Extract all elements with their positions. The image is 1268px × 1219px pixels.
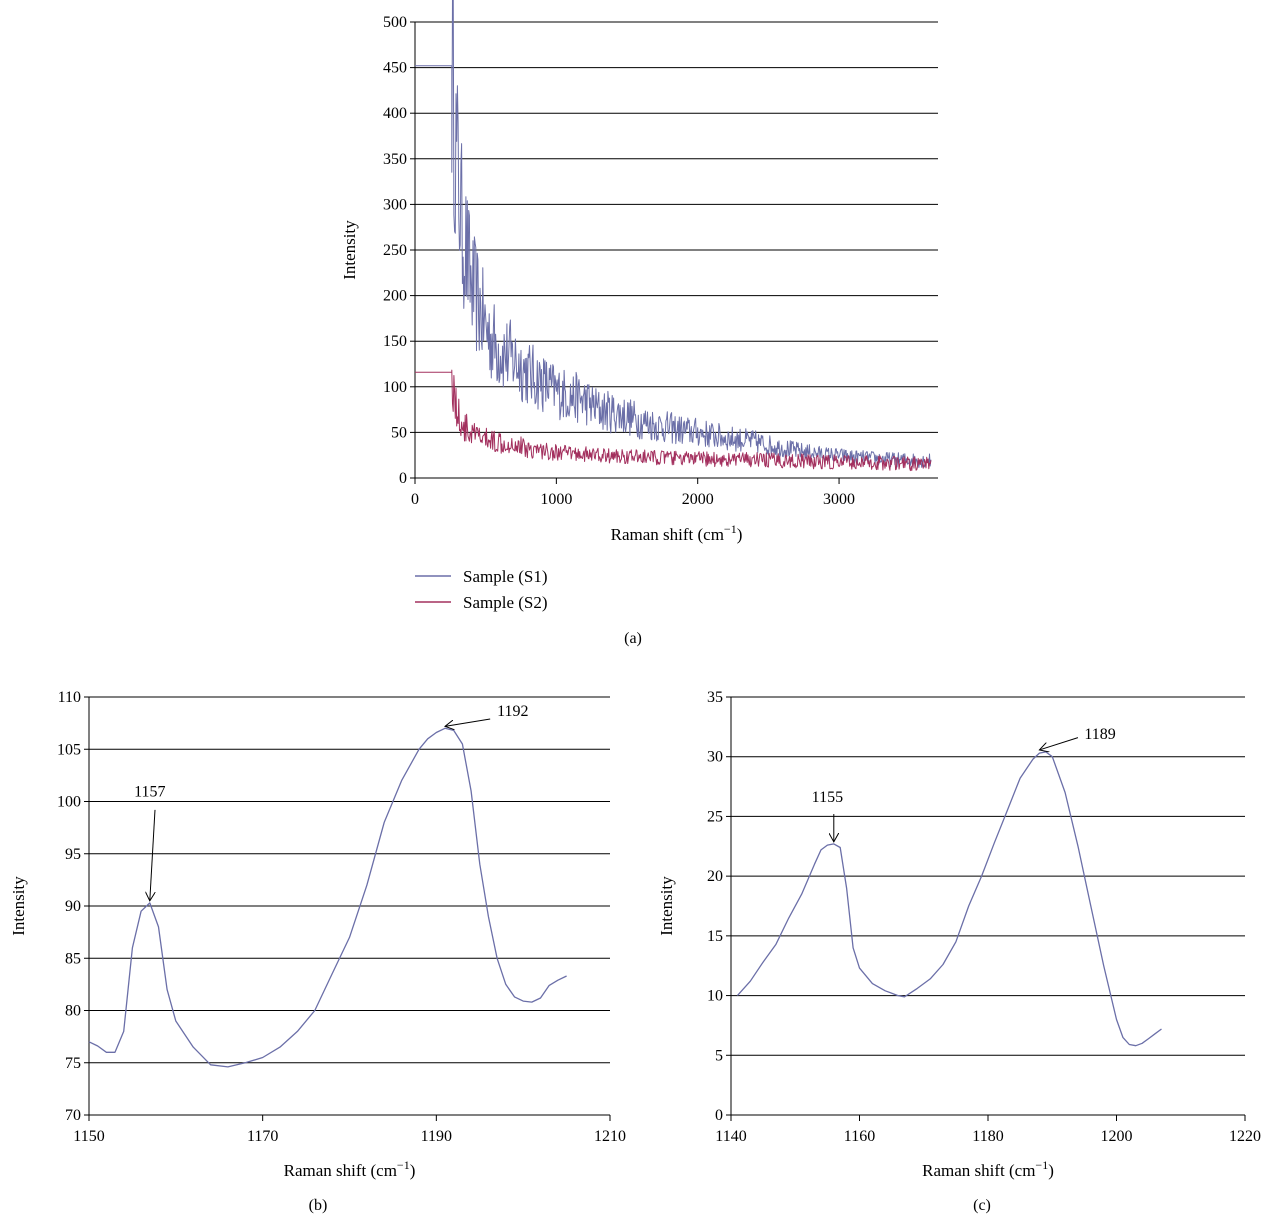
peak-annotation: 1189 — [1084, 726, 1115, 743]
x-axis-label: Raman shift (cm−1) — [611, 522, 743, 544]
x-tick-label: 1180 — [972, 1128, 1003, 1145]
y-tick-label: 90 — [65, 898, 81, 915]
x-tick-label: 1150 — [73, 1128, 104, 1145]
y-tick-label: 35 — [707, 689, 723, 706]
x-tick-label: 1140 — [715, 1128, 746, 1145]
series-line-1 — [736, 751, 1162, 1047]
y-tick-label: 30 — [707, 749, 723, 766]
legend-entry: Sample (S1) — [463, 567, 548, 586]
y-tick-label: 100 — [57, 794, 81, 811]
y-tick-label: 150 — [383, 333, 407, 350]
series-line-2 — [415, 369, 932, 472]
annotation-arrow — [150, 809, 156, 901]
series-line-1 — [415, 0, 932, 468]
y-axis-label: Intensity — [9, 876, 28, 936]
x-tick-label: 1200 — [1101, 1128, 1133, 1145]
x-tick-label: 1220 — [1229, 1128, 1261, 1145]
y-tick-label: 450 — [383, 60, 407, 77]
y-tick-label: 300 — [383, 196, 407, 213]
chart-panel-a: 0 50 100 150 200 250 300 350 400 450 500 0 1000 2000 3… — [340, 0, 938, 647]
y-axis-label: Intensity — [340, 220, 359, 280]
y-tick-label: 100 — [383, 379, 407, 396]
x-tick-label: 1190 — [421, 1128, 452, 1145]
y-tick-label: 350 — [383, 151, 407, 168]
y-tick-label: 5 — [715, 1047, 723, 1064]
y-tick-label: 500 — [383, 14, 407, 31]
y-tick-label: 80 — [65, 1003, 81, 1020]
chart-panel-b: 70 75 80 85 90 95 100 105 110 1150 1170 1190 1210 Ram… — [9, 689, 626, 1214]
y-tick-label: 0 — [715, 1107, 723, 1124]
x-tick-label: 0 — [411, 491, 419, 508]
y-tick-label: 10 — [707, 988, 723, 1005]
panel-label: (b) — [309, 1197, 328, 1214]
x-tick-label: 1170 — [247, 1128, 278, 1145]
y-tick-label: 50 — [391, 424, 407, 441]
chart-panel-c: 0 5 10 15 20 25 30 35 1140 1160 1180 1200 1220 Raman … — [657, 689, 1261, 1214]
y-tick-label: 110 — [58, 689, 81, 706]
y-tick-label: 0 — [399, 470, 407, 487]
y-tick-label: 200 — [383, 288, 407, 305]
x-tick-label: 2000 — [682, 491, 714, 508]
x-tick-label: 1210 — [594, 1128, 626, 1145]
annotation-arrow — [1039, 737, 1079, 750]
y-tick-label: 95 — [65, 846, 81, 863]
peak-annotation: 1155 — [812, 789, 843, 806]
y-tick-label: 250 — [383, 242, 407, 259]
series-line-1 — [88, 727, 567, 1068]
y-tick-label: 70 — [65, 1107, 81, 1124]
y-tick-label: 20 — [707, 868, 723, 885]
x-axis-label: Raman shift (cm−1) — [922, 1158, 1054, 1180]
panel-label: (a) — [624, 630, 642, 647]
peak-annotation: 1192 — [497, 703, 528, 720]
y-tick-label: 75 — [65, 1055, 81, 1072]
panel-label: (c) — [973, 1197, 991, 1214]
x-tick-label: 1160 — [844, 1128, 875, 1145]
x-axis-label: Raman shift (cm−1) — [284, 1158, 416, 1180]
annotation-arrow — [445, 718, 491, 726]
y-tick-label: 105 — [57, 741, 81, 758]
y-axis-label: Intensity — [657, 876, 676, 936]
x-tick-label: 3000 — [823, 491, 855, 508]
y-tick-label: 85 — [65, 950, 81, 967]
y-tick-label: 15 — [707, 928, 723, 945]
y-tick-label: 25 — [707, 808, 723, 825]
legend-entry: Sample (S2) — [463, 593, 548, 612]
peak-annotation: 1157 — [134, 783, 165, 800]
x-tick-label: 1000 — [540, 491, 572, 508]
y-tick-label: 400 — [383, 105, 407, 122]
